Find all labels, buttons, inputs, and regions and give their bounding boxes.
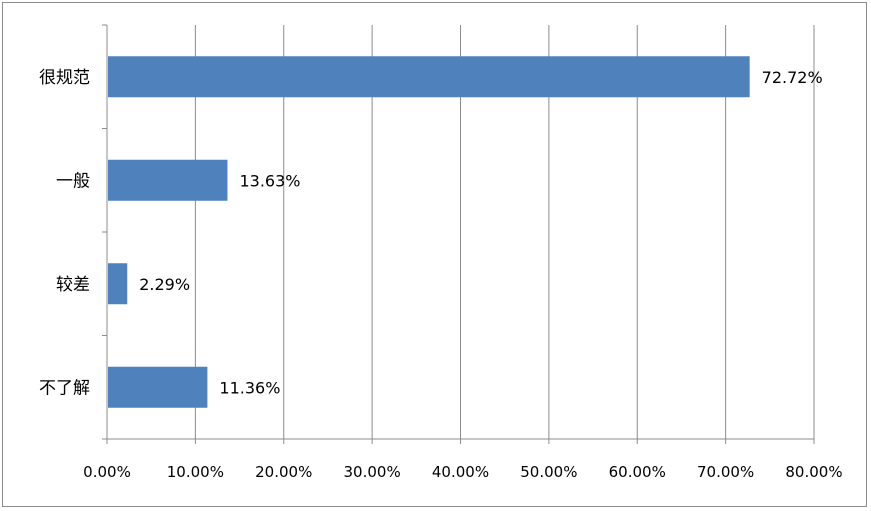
bar xyxy=(108,366,208,408)
bars xyxy=(108,56,750,408)
axes xyxy=(102,24,815,444)
x-tick-label: 20.00% xyxy=(255,463,312,481)
bar xyxy=(108,159,228,201)
category-label: 一般 xyxy=(56,171,90,191)
x-tick-label: 10.00% xyxy=(167,463,224,481)
labels: 0.00% 10.00% 20.00% 30.00% 40.00% 50.00% 60.00… xyxy=(39,68,843,481)
x-tick-label: 40.00% xyxy=(432,463,489,481)
x-tick-label: 50.00% xyxy=(520,463,577,481)
category-label: 较差 xyxy=(56,275,90,295)
bar xyxy=(108,56,750,98)
x-tick-label: 80.00% xyxy=(785,463,842,481)
category-label: 不了解 xyxy=(39,378,90,398)
bar xyxy=(108,263,128,305)
data-label: 13.63% xyxy=(239,171,300,190)
x-tick-label: 70.00% xyxy=(697,463,754,481)
data-label: 2.29% xyxy=(139,275,190,294)
data-label: 11.36% xyxy=(219,378,280,397)
x-tick-label: 30.00% xyxy=(344,463,401,481)
x-tick-label: 60.00% xyxy=(609,463,666,481)
x-tick-label: 0.00% xyxy=(83,463,131,481)
category-label: 很规范 xyxy=(39,68,90,88)
data-label: 72.72% xyxy=(762,68,823,87)
